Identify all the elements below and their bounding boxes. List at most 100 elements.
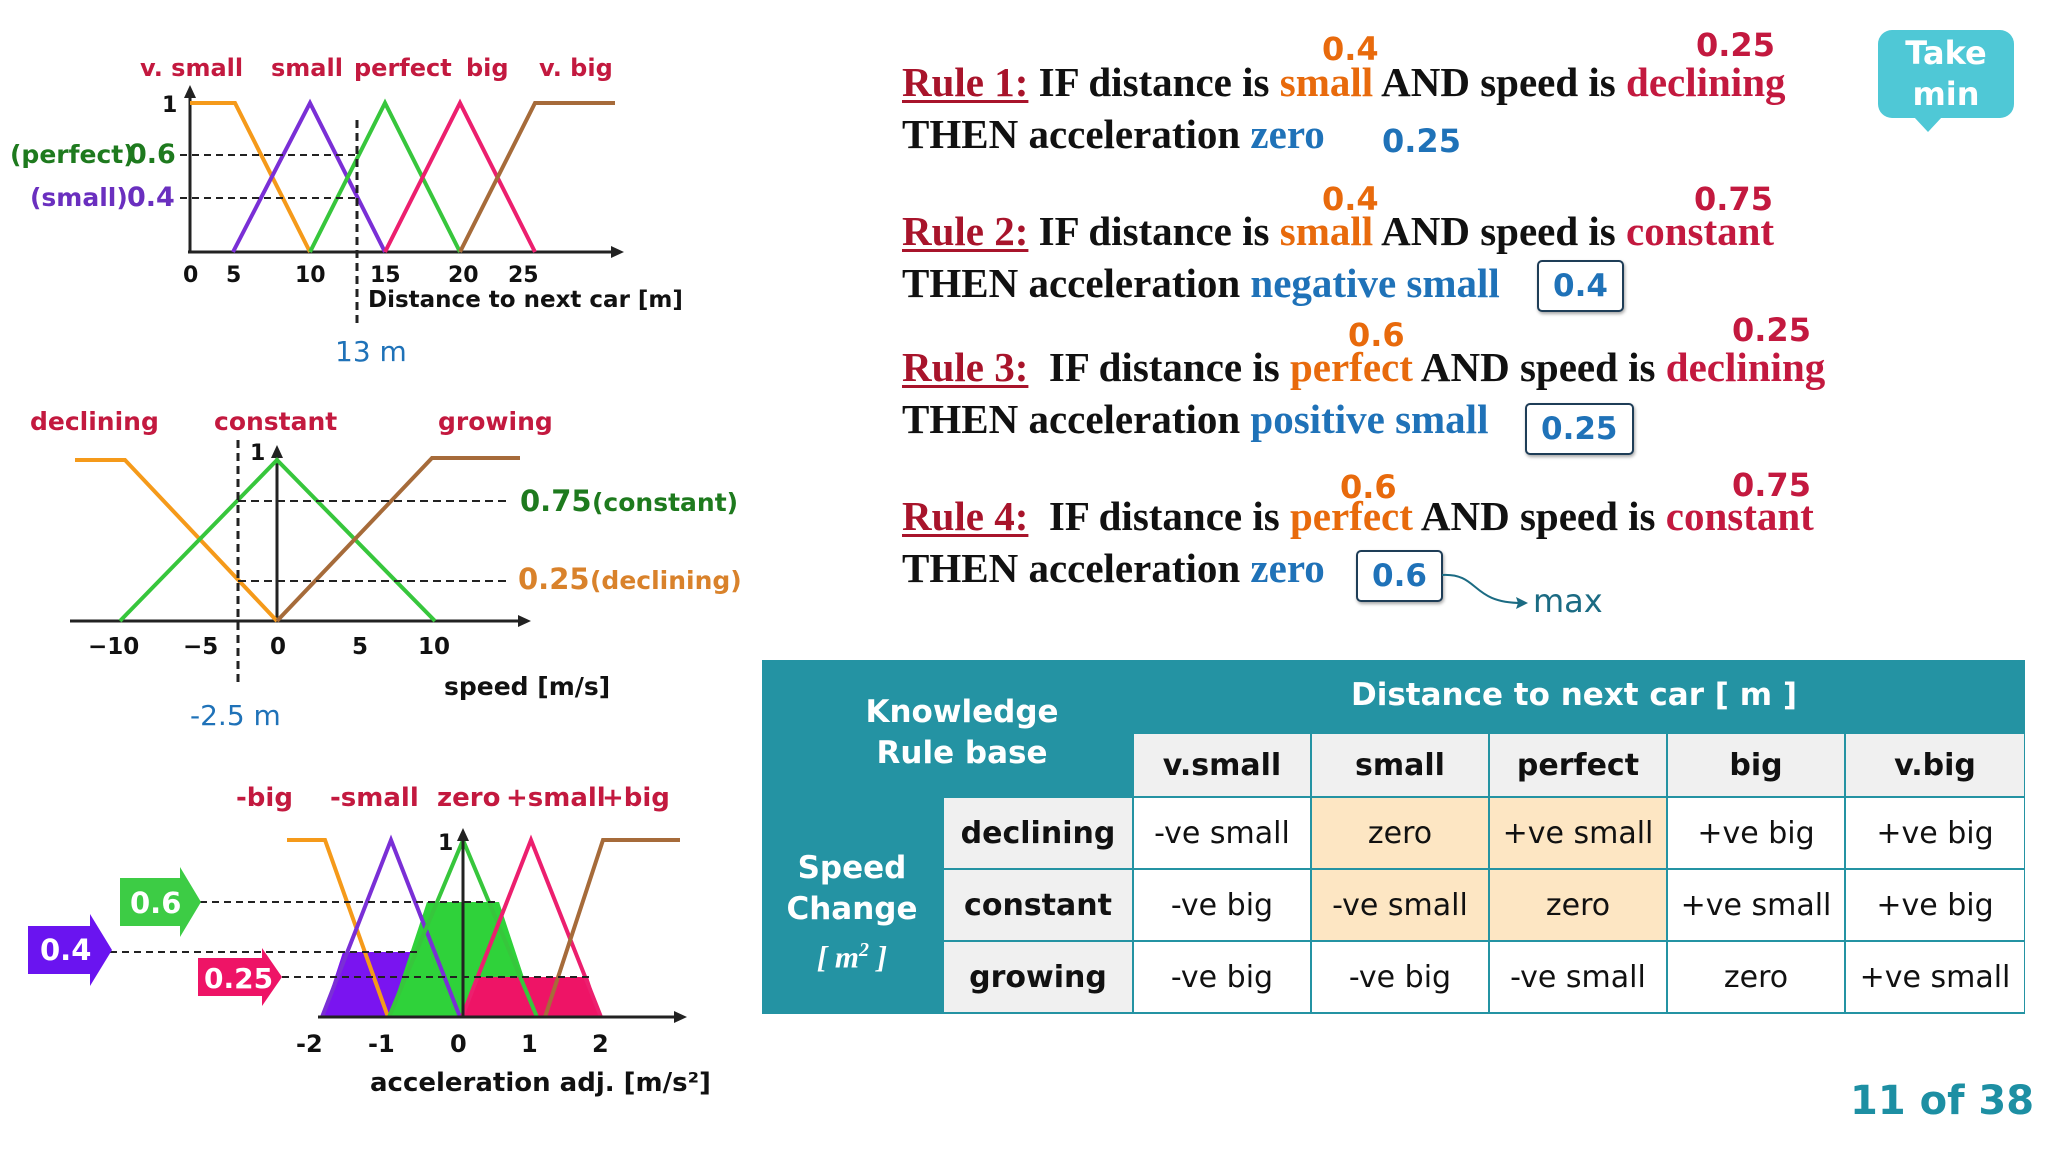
curve-pos-big: [543, 838, 680, 1018]
x-axis-label: Distance to next car [m]: [368, 287, 683, 313]
perfect-level-label: (perfect): [10, 140, 135, 169]
col-header-big: big: [1668, 734, 1844, 796]
rule3-if-text: IF distance is: [1028, 344, 1290, 390]
rule2-output-degree: 0.4: [1537, 260, 1624, 312]
rule4-and-text: AND speed is: [1412, 493, 1666, 539]
col-header-vbig: v.big: [1846, 734, 2024, 796]
label-small: small: [271, 54, 343, 82]
cell-declining-vsmall: -ve small: [1134, 798, 1310, 868]
rule1-speed-term: declining: [1626, 59, 1786, 105]
arrow-0-6-label: 0.6: [130, 886, 181, 920]
tick-minus5: −5: [183, 634, 218, 660]
rule2-and-text: AND speed is: [1373, 208, 1627, 254]
cell-growing-small: -ve big: [1312, 942, 1488, 1012]
acceleration-membership-chart: -big -small zero +small +big 1 0.6 0.4 0…: [28, 783, 711, 1098]
curve-vsmall: [190, 101, 312, 253]
tick-minus1: -1: [368, 1030, 395, 1058]
page-counter: 11 of 38: [1850, 1078, 2035, 1124]
cell-growing-perfect: -ve small: [1490, 942, 1666, 1012]
rule1-distance-term: small: [1279, 59, 1374, 105]
row-header-growing: growing: [944, 942, 1132, 1012]
rule4-distance-degree: 0.6: [1340, 468, 1397, 506]
cell-declining-perfect: +ve small: [1490, 798, 1666, 868]
rule4-then-text: THEN acceleration: [902, 545, 1251, 591]
rule1-then-text: THEN acceleration: [902, 111, 1251, 157]
take-min-callout: Take min: [1878, 30, 2014, 132]
marker-label: -2.5 m: [190, 699, 281, 732]
label-neg-small: -small: [330, 783, 419, 813]
tick-10: 10: [295, 263, 326, 288]
rule4-label: Rule 4:: [902, 493, 1029, 539]
tick-15: 15: [370, 263, 401, 288]
rule2-then-text: THEN acceleration: [902, 260, 1251, 306]
row-header-constant: constant: [944, 870, 1132, 940]
arrow-0-6: [120, 867, 201, 937]
curve-neg-big: [287, 838, 390, 1018]
tick-20: 20: [448, 263, 479, 288]
max-connector-arrow: [1441, 573, 1528, 609]
label-big: big: [466, 54, 509, 82]
rule4-if-line: Rule 4: IF distance is perfect AND speed…: [902, 492, 1814, 540]
label-vsmall: v. small: [140, 54, 243, 82]
rule4-output-degree: 0.6: [1356, 550, 1443, 602]
cell-declining-big: +ve big: [1668, 798, 1844, 868]
area-pos-small: [462, 977, 601, 1017]
corner-line1: Knowledge: [865, 694, 1059, 730]
rule1-output-term: zero: [1250, 111, 1325, 157]
constant-level-label: (constant): [592, 488, 738, 517]
label-declining: declining: [30, 407, 159, 436]
y-axis-arrow: [271, 445, 283, 458]
rule1-distance-degree: 0.4: [1322, 30, 1379, 68]
x-axis-label: speed [m/s]: [444, 672, 610, 701]
label-vbig: v. big: [539, 54, 613, 82]
take-min-line1: Take: [1905, 34, 1987, 72]
rule4-output-term: zero: [1250, 545, 1325, 591]
take-min-line2: min: [1912, 75, 1980, 113]
tick-0: 0: [270, 634, 286, 660]
cell-constant-vbig: +ve big: [1846, 870, 2024, 940]
rule3-then-line: THEN acceleration positive small: [902, 395, 1488, 443]
tick-minus10: −10: [88, 634, 139, 660]
label-neg-big: -big: [236, 783, 293, 813]
tick-2: 2: [592, 1030, 609, 1058]
rule2-output-term: negative small: [1250, 260, 1500, 306]
rule3-speed-degree: 0.25: [1732, 311, 1811, 349]
arrow-0-25-label: 0.25: [204, 962, 273, 995]
declining-level-label: (declining): [590, 566, 742, 595]
tick-minus2: -2: [296, 1030, 323, 1058]
row-group-unit: [ m2 ]: [816, 939, 888, 975]
small-level-label: (small): [30, 183, 128, 212]
label-perfect: perfect: [354, 54, 452, 82]
rule2-if-line: Rule 2: IF distance is small AND speed i…: [902, 207, 1774, 255]
small-level-value: 0.4: [127, 182, 175, 213]
rule1-output-degree: 0.25: [1382, 122, 1461, 160]
curve-neg-small: [320, 834, 462, 1018]
rule3-then-text: THEN acceleration: [902, 396, 1251, 442]
arrow-0-25: [198, 948, 282, 1006]
speed-membership-chart: declining constant growing 1 0.75 (const…: [30, 407, 742, 732]
marker-label: 13 m: [335, 335, 407, 368]
rule3-if-line: Rule 3: IF distance is perfect AND speed…: [902, 343, 1825, 391]
curve-constant: [118, 457, 437, 623]
col-header-perfect: perfect: [1490, 734, 1666, 796]
y-axis-arrow: [184, 85, 196, 98]
rule3-and-text: AND speed is: [1412, 344, 1666, 390]
rule4-if-text: IF distance is: [1028, 493, 1290, 539]
cell-constant-small: -ve small: [1312, 870, 1488, 940]
col-header-vsmall: v.small: [1134, 734, 1310, 796]
tick-5: 5: [352, 634, 368, 660]
rule1-then-line: THEN acceleration zero: [902, 110, 1325, 158]
row-group-line1: Speed: [797, 850, 907, 886]
rule4-distance-term: perfect: [1289, 493, 1413, 539]
y-one-label: 1: [162, 93, 177, 118]
rule3-distance-degree: 0.6: [1348, 316, 1405, 354]
tick-1: 1: [521, 1030, 538, 1058]
label-pos-big: +big: [602, 783, 670, 813]
knowledge-rule-base-table: Knowledge Rule base Distance to next car…: [762, 660, 2025, 1014]
rule1-speed-degree: 0.25: [1696, 26, 1775, 64]
rule2-speed-degree: 0.75: [1694, 180, 1773, 218]
cell-constant-perfect: zero: [1490, 870, 1666, 940]
rule3-output-term: positive small: [1250, 396, 1489, 442]
table-corner-title: Knowledge Rule base: [822, 692, 1102, 774]
rule1-and-text: AND speed is: [1373, 59, 1627, 105]
